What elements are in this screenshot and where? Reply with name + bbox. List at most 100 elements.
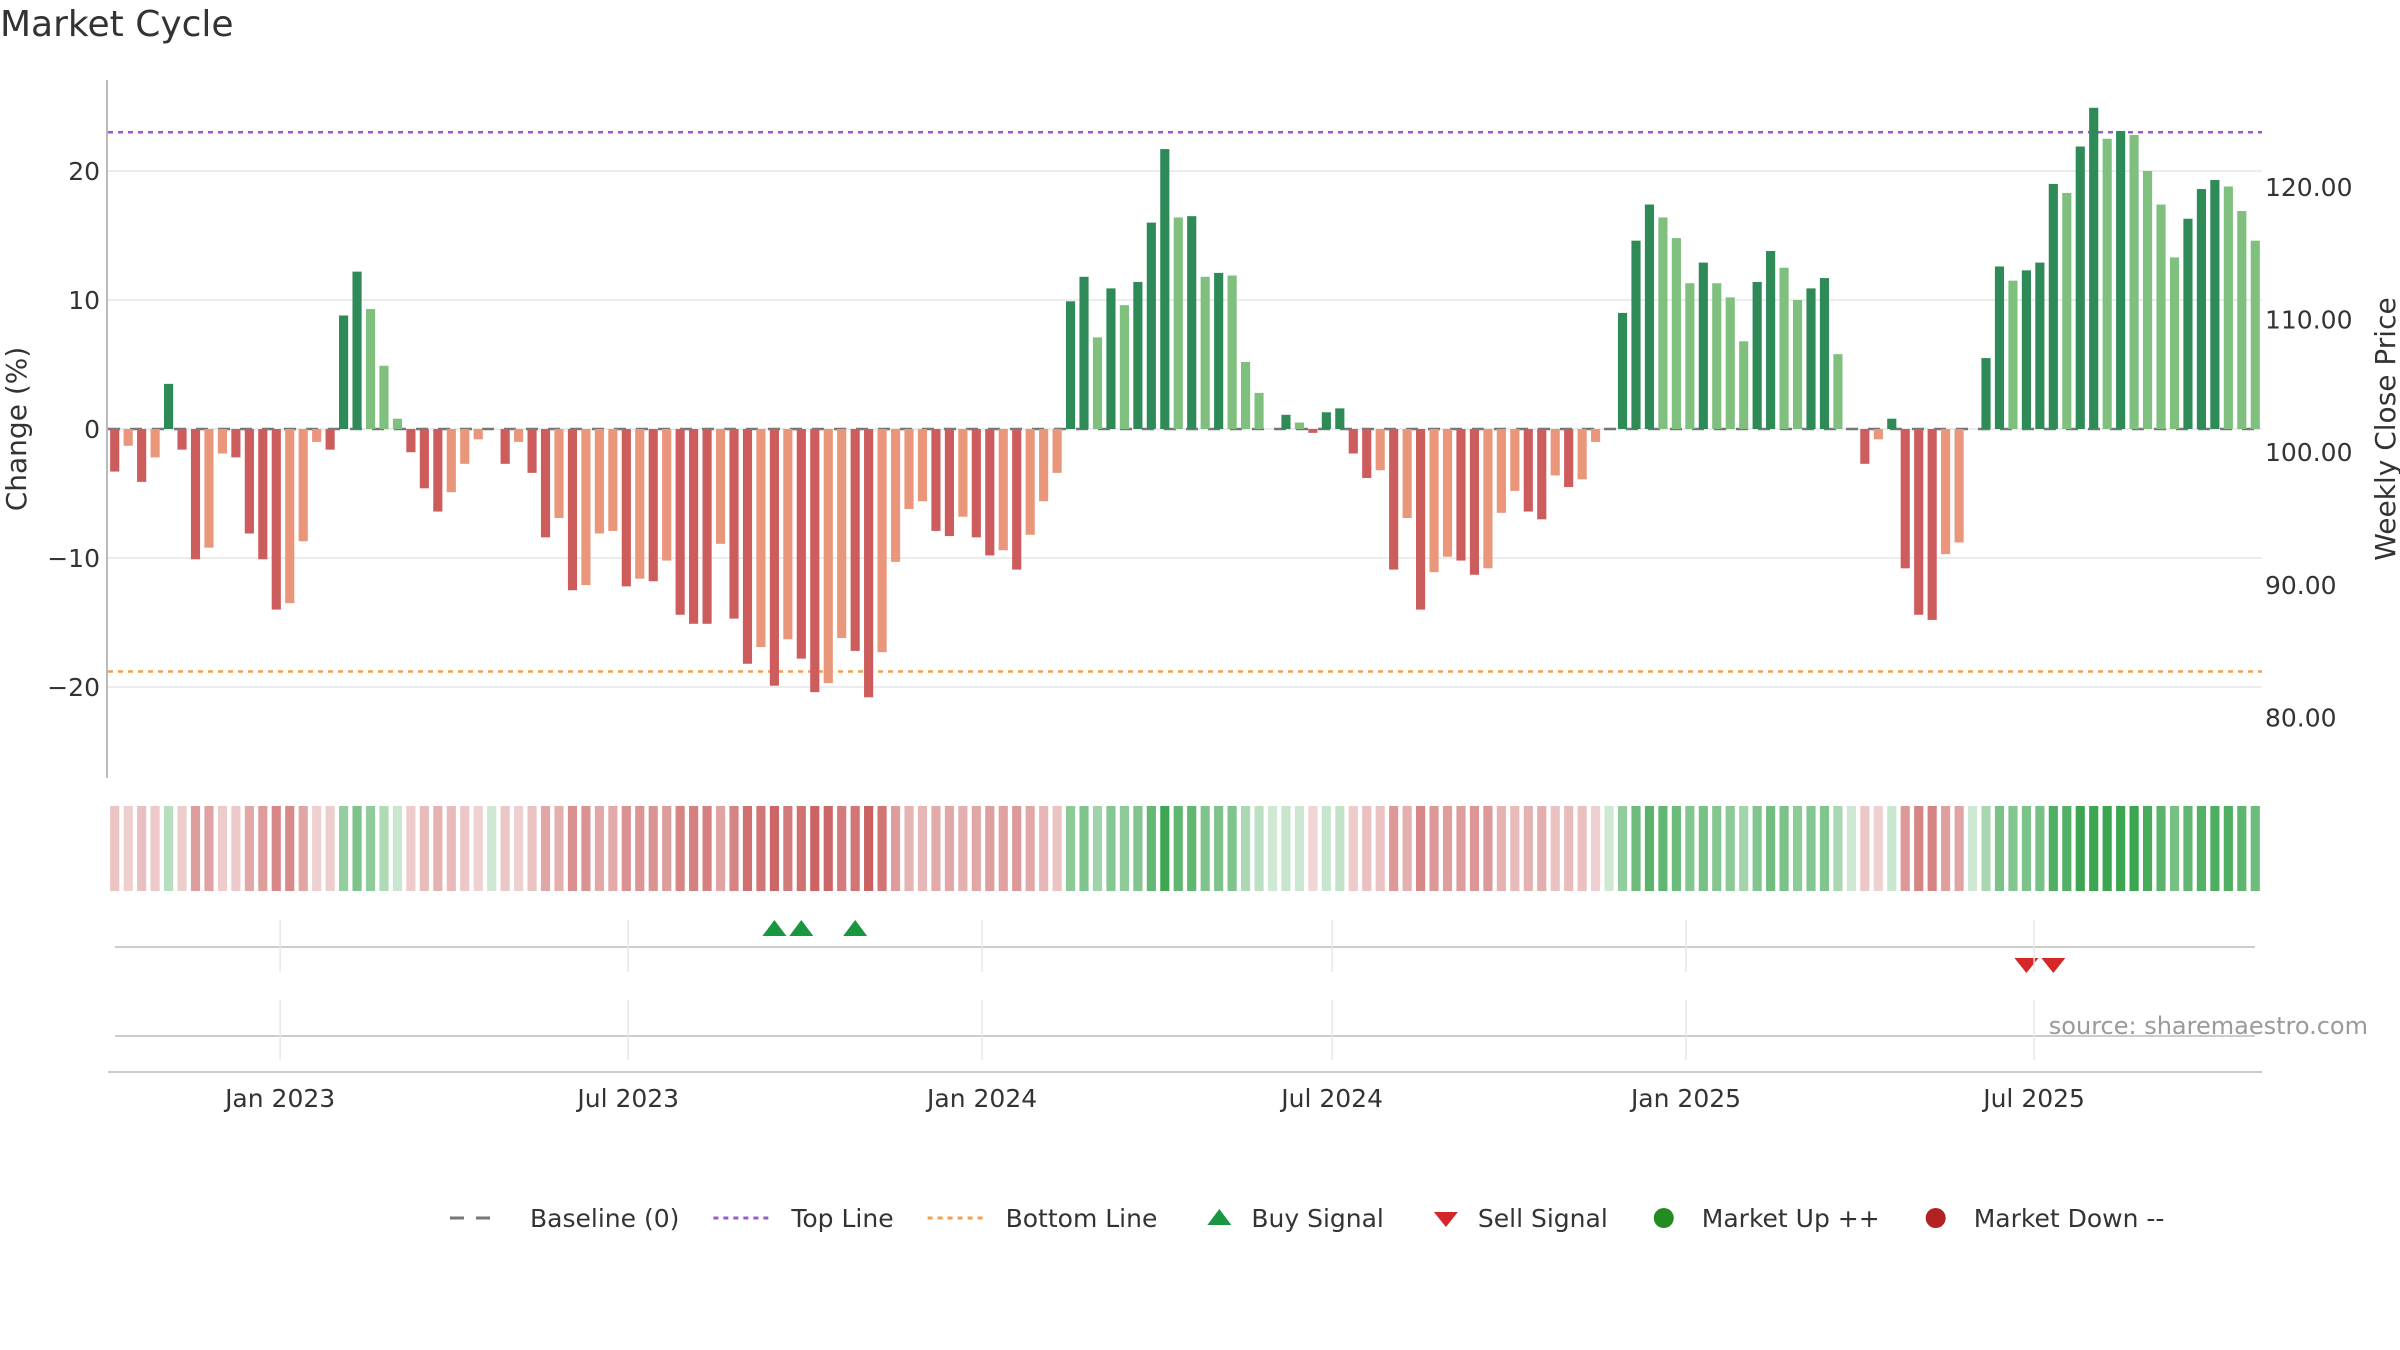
heat-cell xyxy=(473,806,483,891)
bar xyxy=(635,429,645,579)
heat-cell xyxy=(150,806,160,891)
heat-cell xyxy=(527,806,537,891)
heat-cell xyxy=(540,806,551,891)
bar xyxy=(796,429,806,659)
bar xyxy=(2223,186,2233,429)
bar xyxy=(1389,429,1399,570)
heat-cell xyxy=(419,806,429,891)
heat-cell xyxy=(702,806,712,891)
bar xyxy=(540,429,551,538)
heat-cell xyxy=(756,806,766,891)
heat-cell xyxy=(1200,806,1210,891)
bar xyxy=(2142,171,2153,429)
legend-label: Sell Signal xyxy=(1478,1204,1608,1233)
heat-cell xyxy=(298,806,308,891)
bar xyxy=(1806,288,1816,429)
bar xyxy=(177,429,187,450)
heat-cell xyxy=(446,806,456,891)
bar xyxy=(1523,429,1533,512)
heat-cell xyxy=(1752,806,1762,891)
heat-cell xyxy=(2129,806,2139,891)
bar xyxy=(1254,392,1264,429)
heat-cell xyxy=(2210,806,2220,891)
heat-cell xyxy=(325,806,335,891)
bar xyxy=(1187,216,1197,429)
bar xyxy=(312,429,322,442)
heat-cell xyxy=(2237,806,2247,891)
bar xyxy=(1308,429,1318,433)
y-tick-label-left: 20 xyxy=(68,157,100,186)
heat-cell xyxy=(164,806,174,891)
bar xyxy=(1644,204,1655,429)
heat-cell xyxy=(1402,806,1412,891)
heat-cell xyxy=(783,806,793,891)
bar xyxy=(1819,278,1830,429)
bar xyxy=(1106,288,1116,429)
heat-cell xyxy=(1389,806,1399,891)
bar xyxy=(917,429,928,502)
bar xyxy=(298,429,308,542)
heat-cell xyxy=(487,806,497,891)
bar xyxy=(1241,361,1251,429)
bar xyxy=(1281,414,1291,429)
heat-cell xyxy=(2169,806,2180,891)
heat-cell xyxy=(1254,806,1264,891)
bar xyxy=(1833,354,1843,429)
bar xyxy=(998,429,1008,551)
heat-cell xyxy=(1698,806,1708,891)
bar xyxy=(1739,341,1749,429)
heat-cell xyxy=(1779,806,1789,891)
heat-cell xyxy=(904,806,914,891)
y-axis-title-right: Weekly Close Price xyxy=(2369,297,2400,560)
bar xyxy=(137,429,147,482)
bar xyxy=(1092,337,1103,429)
heat-cell xyxy=(1981,806,1991,891)
heat-cell xyxy=(944,806,954,891)
bar xyxy=(1200,276,1210,429)
heat-cell xyxy=(1766,806,1776,891)
legend: Baseline (0) Top Line Bottom Line Buy Signa… xyxy=(450,1204,2164,1233)
heat-cell xyxy=(1941,806,1951,891)
heat-cell xyxy=(1469,806,1480,891)
heat-cell xyxy=(2156,806,2166,891)
heat-cell xyxy=(1846,806,1856,891)
bar xyxy=(1752,281,1762,429)
heat-cell xyxy=(1658,806,1668,891)
heat-cell xyxy=(339,806,349,891)
heat-cell xyxy=(1308,806,1318,891)
legend-item-top-line: Top Line xyxy=(713,1204,894,1233)
legend-label: Baseline (0) xyxy=(530,1204,679,1233)
bar xyxy=(837,429,847,638)
legend-item-sell: Sell Signal xyxy=(1433,1204,1608,1233)
heat-cell xyxy=(864,806,874,891)
heat-cell xyxy=(2102,806,2112,891)
heat-cell xyxy=(1321,806,1331,891)
bar xyxy=(1900,429,1910,569)
bar xyxy=(2021,270,2031,429)
sell-signal-marker xyxy=(2041,958,2066,973)
bar xyxy=(1981,358,1991,429)
heat-cell xyxy=(594,806,604,891)
heat-cell xyxy=(985,806,995,891)
bar xyxy=(2169,257,2180,429)
bar xyxy=(2210,180,2220,429)
heat-cell xyxy=(958,806,968,891)
bar xyxy=(1416,429,1426,610)
bar xyxy=(1617,312,1628,429)
heat-cell xyxy=(837,806,847,891)
bar xyxy=(1052,429,1062,473)
bar xyxy=(339,315,349,429)
bar xyxy=(567,429,578,591)
legend-swatch-sell xyxy=(1433,1212,1458,1227)
heat-cell xyxy=(621,806,631,891)
heat-cell xyxy=(433,806,443,891)
heat-cell xyxy=(500,806,510,891)
bar xyxy=(1873,429,1883,440)
legend-item-market-up: Market Up ++ xyxy=(1653,1204,1880,1233)
heat-cell xyxy=(1671,806,1681,891)
heat-cell xyxy=(2008,806,2018,891)
bar xyxy=(2062,192,2072,429)
heat-cell xyxy=(1187,806,1197,891)
bar xyxy=(190,429,201,560)
bar xyxy=(1039,429,1049,502)
